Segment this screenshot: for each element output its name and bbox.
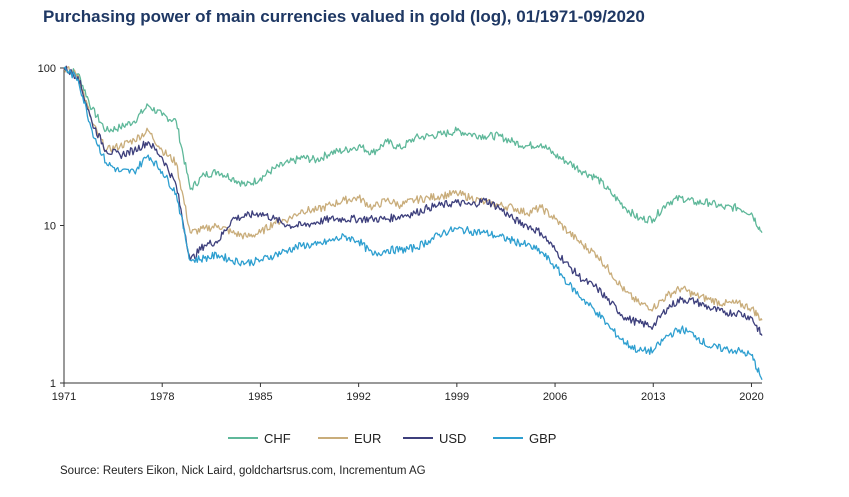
series-line-usd [63, 65, 763, 336]
series-line-eur [63, 66, 763, 321]
x-tick-label: 1978 [150, 391, 174, 403]
y-tick-label: 100 [38, 63, 56, 75]
source-note: Source: Reuters Eikon, Nick Laird, goldc… [60, 465, 426, 477]
series-lines-group [63, 65, 763, 380]
x-tick-label: 1999 [445, 391, 469, 403]
legend-label-eur: EUR [354, 431, 381, 446]
legend: CHF EUR USD GBP [228, 431, 556, 446]
x-tick-label: 2020 [739, 391, 763, 403]
x-tick-label: 2013 [641, 391, 665, 403]
x-tick-label: 1985 [248, 391, 272, 403]
series-line-gbp [63, 66, 763, 380]
y-tick-label: 10 [44, 221, 56, 233]
legend-label-usd: USD [439, 431, 466, 446]
x-tick-label: 2006 [543, 391, 567, 403]
x-tick-label: 1971 [52, 391, 76, 403]
legend-label-gbp: GBP [529, 431, 556, 446]
series-line-chf [63, 67, 763, 234]
legend-label-chf: CHF [264, 431, 291, 446]
axes-group: 1 10 100 1971 1978 1985 1992 1999 2006 2013 2020 [38, 63, 764, 403]
x-tick-label: 1992 [346, 391, 370, 403]
y-tick-label: 1 [50, 378, 56, 390]
chart-title: Purchasing power of main currencies valu… [43, 7, 645, 26]
